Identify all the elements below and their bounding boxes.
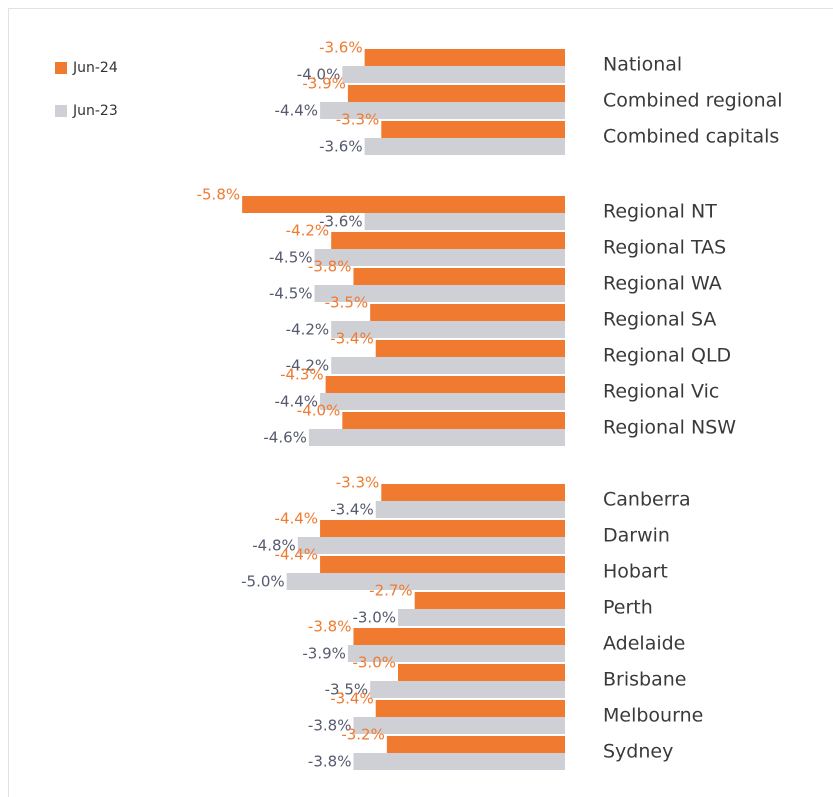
value-label: -3.6% [319,213,363,231]
value-label: -3.4% [330,690,374,708]
category-label: Regional NT [603,201,717,223]
bar [331,232,565,249]
value-label: -3.8% [308,618,352,636]
bar [353,717,565,734]
value-label: -3.5% [325,681,369,699]
value-label: -4.0% [297,66,341,84]
bar [386,736,565,753]
value-label: -2.7% [369,582,413,600]
value-label: -3.5% [325,294,369,312]
bar [370,681,565,698]
value-label: -3.9% [302,645,346,663]
bar [308,429,565,446]
bar [286,573,565,590]
value-label: -3.9% [302,75,346,93]
value-label: -3.8% [308,717,352,735]
bar [353,753,565,770]
value-label: -4.5% [269,285,313,303]
value-label: -5.0% [241,573,285,591]
bar [320,102,565,119]
bar [314,249,565,266]
category-label: Melbourne [603,705,703,727]
bar [375,700,565,717]
category-label: Combined regional [603,90,783,112]
value-label: -3.8% [308,753,352,771]
category-label: Sydney [603,741,673,763]
bar [342,412,565,429]
bar [398,664,565,681]
bar [375,501,565,518]
legend-swatch [55,105,67,117]
bar [353,268,565,285]
bar [320,556,565,573]
category-label: Perth [603,597,653,619]
category-label: Regional SA [603,309,716,331]
bar [297,537,565,554]
value-label: -3.0% [352,609,396,627]
category-label: Darwin [603,525,670,547]
value-label: -3.4% [330,330,374,348]
value-label: -3.4% [330,501,374,519]
bar [331,357,565,374]
value-label: -3.6% [319,138,363,156]
bar [320,393,565,410]
value-label: -4.4% [275,102,319,120]
value-label: -3.3% [336,111,380,129]
category-label: Brisbane [603,669,686,691]
value-label: -3.0% [352,654,396,672]
value-label: -4.2% [286,222,330,240]
bar [331,321,565,338]
category-label: Canberra [603,489,691,511]
bar [375,340,565,357]
value-label: -4.3% [280,366,324,384]
value-label: -3.8% [308,258,352,276]
bar [398,609,565,626]
value-label: -4.0% [297,402,341,420]
bar [381,121,565,138]
bar [414,592,565,609]
value-label: -4.6% [263,429,307,447]
bar [242,196,565,213]
value-label: -4.2% [286,321,330,339]
category-label: Regional WA [603,273,722,295]
bar [320,520,565,537]
bar [370,304,565,321]
value-label: -4.5% [269,249,313,267]
bar [342,66,565,83]
bar [314,285,565,302]
value-label: -4.2% [286,357,330,375]
value-label: -3.3% [336,474,380,492]
category-label: National [603,54,682,76]
category-label: Regional TAS [603,237,726,259]
bar [347,645,565,662]
category-label: Adelaide [603,633,685,655]
category-label: Regional QLD [603,345,731,367]
category-label: Hobart [603,561,668,583]
value-label: -3.2% [341,726,385,744]
legend-label: Jun-24 [72,60,118,76]
bar [325,376,565,393]
bar [381,484,565,501]
frame [8,8,833,797]
value-label: -4.4% [275,510,319,528]
value-label: -4.4% [275,393,319,411]
bar [364,49,565,66]
bar [364,138,565,155]
legend-label: Jun-23 [72,103,118,119]
value-label: -5.8% [197,186,241,204]
category-label: Combined capitals [603,126,779,148]
legend-swatch [55,62,67,74]
bar [364,213,565,230]
bar [347,85,565,102]
value-label: -3.6% [319,39,363,57]
category-label: Regional NSW [603,417,736,439]
bar [353,628,565,645]
value-label: -4.4% [275,546,319,564]
value-label: -4.8% [252,537,296,555]
category-label: Regional Vic [603,381,719,403]
